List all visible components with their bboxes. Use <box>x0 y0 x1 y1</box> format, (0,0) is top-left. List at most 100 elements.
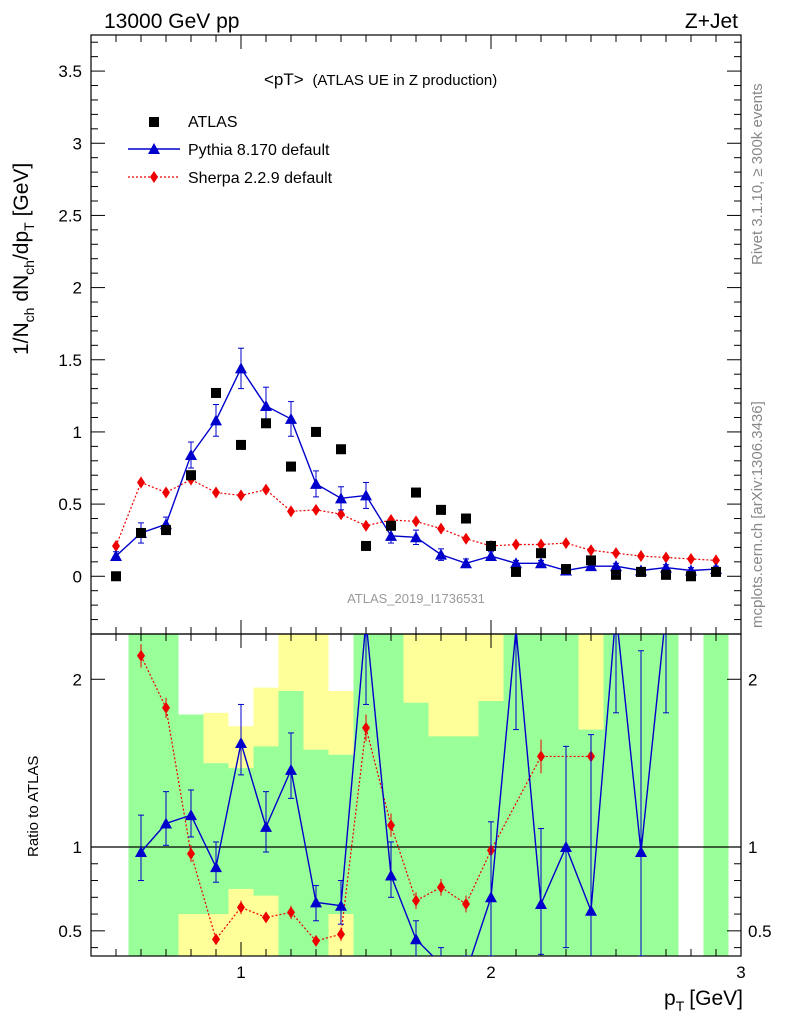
legend: ATLAS Pythia 8.170 default Sherpa 2.2.9 … <box>128 114 333 187</box>
atlas-point <box>111 571 121 582</box>
ratio-pythia-point <box>160 817 172 829</box>
ratio-pythia-point <box>285 763 297 775</box>
panel-title: <pT> (ATLAS UE in Z production) <box>264 70 497 89</box>
legend-label-atlas: ATLAS <box>188 114 238 131</box>
pythia-point <box>360 489 372 501</box>
atlas-point <box>511 566 521 577</box>
ratio-pythia-point <box>210 861 222 873</box>
x-tick-label: 1 <box>236 963 245 982</box>
pythia-point <box>310 477 322 489</box>
ratio-pythia-point <box>610 606 622 617</box>
atlas-point <box>286 461 296 472</box>
y-tick-label: 1 <box>73 423 82 442</box>
pythia-point <box>210 414 222 426</box>
pythia-point <box>385 529 397 541</box>
x-axis-label: pT [GeV] <box>664 987 743 1014</box>
ratio-pythia-point <box>185 809 197 821</box>
pythia-point <box>335 492 347 504</box>
ratio-pythia-line <box>140 634 665 956</box>
atlas-point <box>336 444 346 455</box>
ratio-y-tick-label-right: 2 <box>748 670 757 689</box>
ratio-panel-series <box>135 606 669 978</box>
ratio-sherpa-point <box>387 819 395 832</box>
ratio-pythia-point <box>360 615 372 626</box>
sherpa-point <box>612 547 620 560</box>
sherpa-point <box>562 537 570 550</box>
atlas-point <box>661 569 671 580</box>
y-tick-label: 2.5 <box>58 206 82 225</box>
y-tick-label: 3 <box>73 134 82 153</box>
atlas-point <box>186 470 196 481</box>
sherpa-point <box>637 550 645 563</box>
ratio-sherpa-point <box>237 901 245 914</box>
sherpa-point <box>362 519 370 532</box>
ratio-sherpa-point <box>337 928 345 941</box>
sherpa-point <box>337 508 345 521</box>
ratio-band-inner <box>703 634 729 956</box>
pythia-point <box>410 531 422 543</box>
panel-title-main: <pT> <box>264 70 304 89</box>
y-axis-label: 1/Nch dNch/dpT [GeV] <box>10 163 37 355</box>
ratio-y-tick-label: 0.5 <box>58 922 82 941</box>
atlas-point <box>586 555 596 566</box>
ratio-pythia-point <box>310 896 322 908</box>
atlas-point <box>486 540 496 551</box>
legend-label-sherpa: Sherpa 2.2.9 default <box>188 170 333 187</box>
x-tick-label: 3 <box>736 963 745 982</box>
ratio-sherpa-point <box>212 933 220 946</box>
ratio-pythia-point <box>460 967 472 978</box>
pythia-point <box>110 550 122 562</box>
sherpa-point <box>462 532 470 545</box>
ratio-pythia-point <box>485 891 497 903</box>
ratio-y-tick-label: 1 <box>73 838 82 857</box>
y-tick-label: 0 <box>73 567 82 586</box>
atlas-point <box>236 439 246 450</box>
pythia-point <box>435 548 447 560</box>
sherpa-point <box>512 538 520 551</box>
pythia-point <box>235 362 247 374</box>
ratio-band-inner <box>128 634 154 956</box>
ratio-pythia-point <box>435 958 447 969</box>
sherpa-point <box>437 522 445 535</box>
pythia-point <box>285 412 297 424</box>
atlas-point <box>411 487 421 498</box>
atlas-point <box>136 527 146 538</box>
sherpa-point <box>262 483 270 496</box>
pythia-point <box>485 550 497 562</box>
legend-marker-atlas <box>149 117 159 127</box>
sherpa-point <box>537 538 545 551</box>
ratio-sherpa-point <box>437 881 445 894</box>
ratio-band-inner <box>428 736 479 956</box>
mcplots-label: mcplots.cern.ch [arXiv:1306.3436] <box>749 401 766 628</box>
ratio-y-axis-label: Ratio to ATLAS <box>25 756 42 857</box>
ratio-pythia-point <box>410 933 422 945</box>
atlas-point <box>561 564 571 575</box>
pythia-point <box>535 557 547 569</box>
atlas-point <box>636 566 646 577</box>
ratio-sherpa-point <box>137 649 145 662</box>
legend-marker-sherpa <box>150 171 158 183</box>
sherpa-point <box>237 489 245 502</box>
ratio-sherpa-point <box>462 898 470 911</box>
atlas-point <box>386 520 396 531</box>
sherpa-point <box>212 486 220 499</box>
ratio-pythia-point <box>235 737 247 749</box>
ratio-sherpa-point <box>187 847 195 860</box>
rivet-version-label: Rivet 3.1.10, ≥ 300k events <box>749 83 766 265</box>
y-tick-label: 1.5 <box>58 351 82 370</box>
ratio-pythia-point <box>560 840 572 852</box>
ratio-sherpa-point <box>162 701 170 714</box>
ratio-pythia-point <box>635 846 647 858</box>
ratio-sherpa-line <box>140 655 591 942</box>
ratio-band-inner <box>403 702 429 956</box>
ratio-y-tick-label-right: 1 <box>748 838 757 857</box>
sherpa-point <box>662 551 670 564</box>
sherpa-point <box>162 486 170 499</box>
pythia-point <box>510 557 522 569</box>
atlas-point <box>611 569 621 580</box>
ratio-uncertainty-bands <box>128 634 729 956</box>
legend-marker-pythia <box>148 143 160 154</box>
analysis-label: Z+Jet <box>685 10 738 33</box>
pythia-point <box>260 399 272 411</box>
atlas-point <box>261 418 271 429</box>
